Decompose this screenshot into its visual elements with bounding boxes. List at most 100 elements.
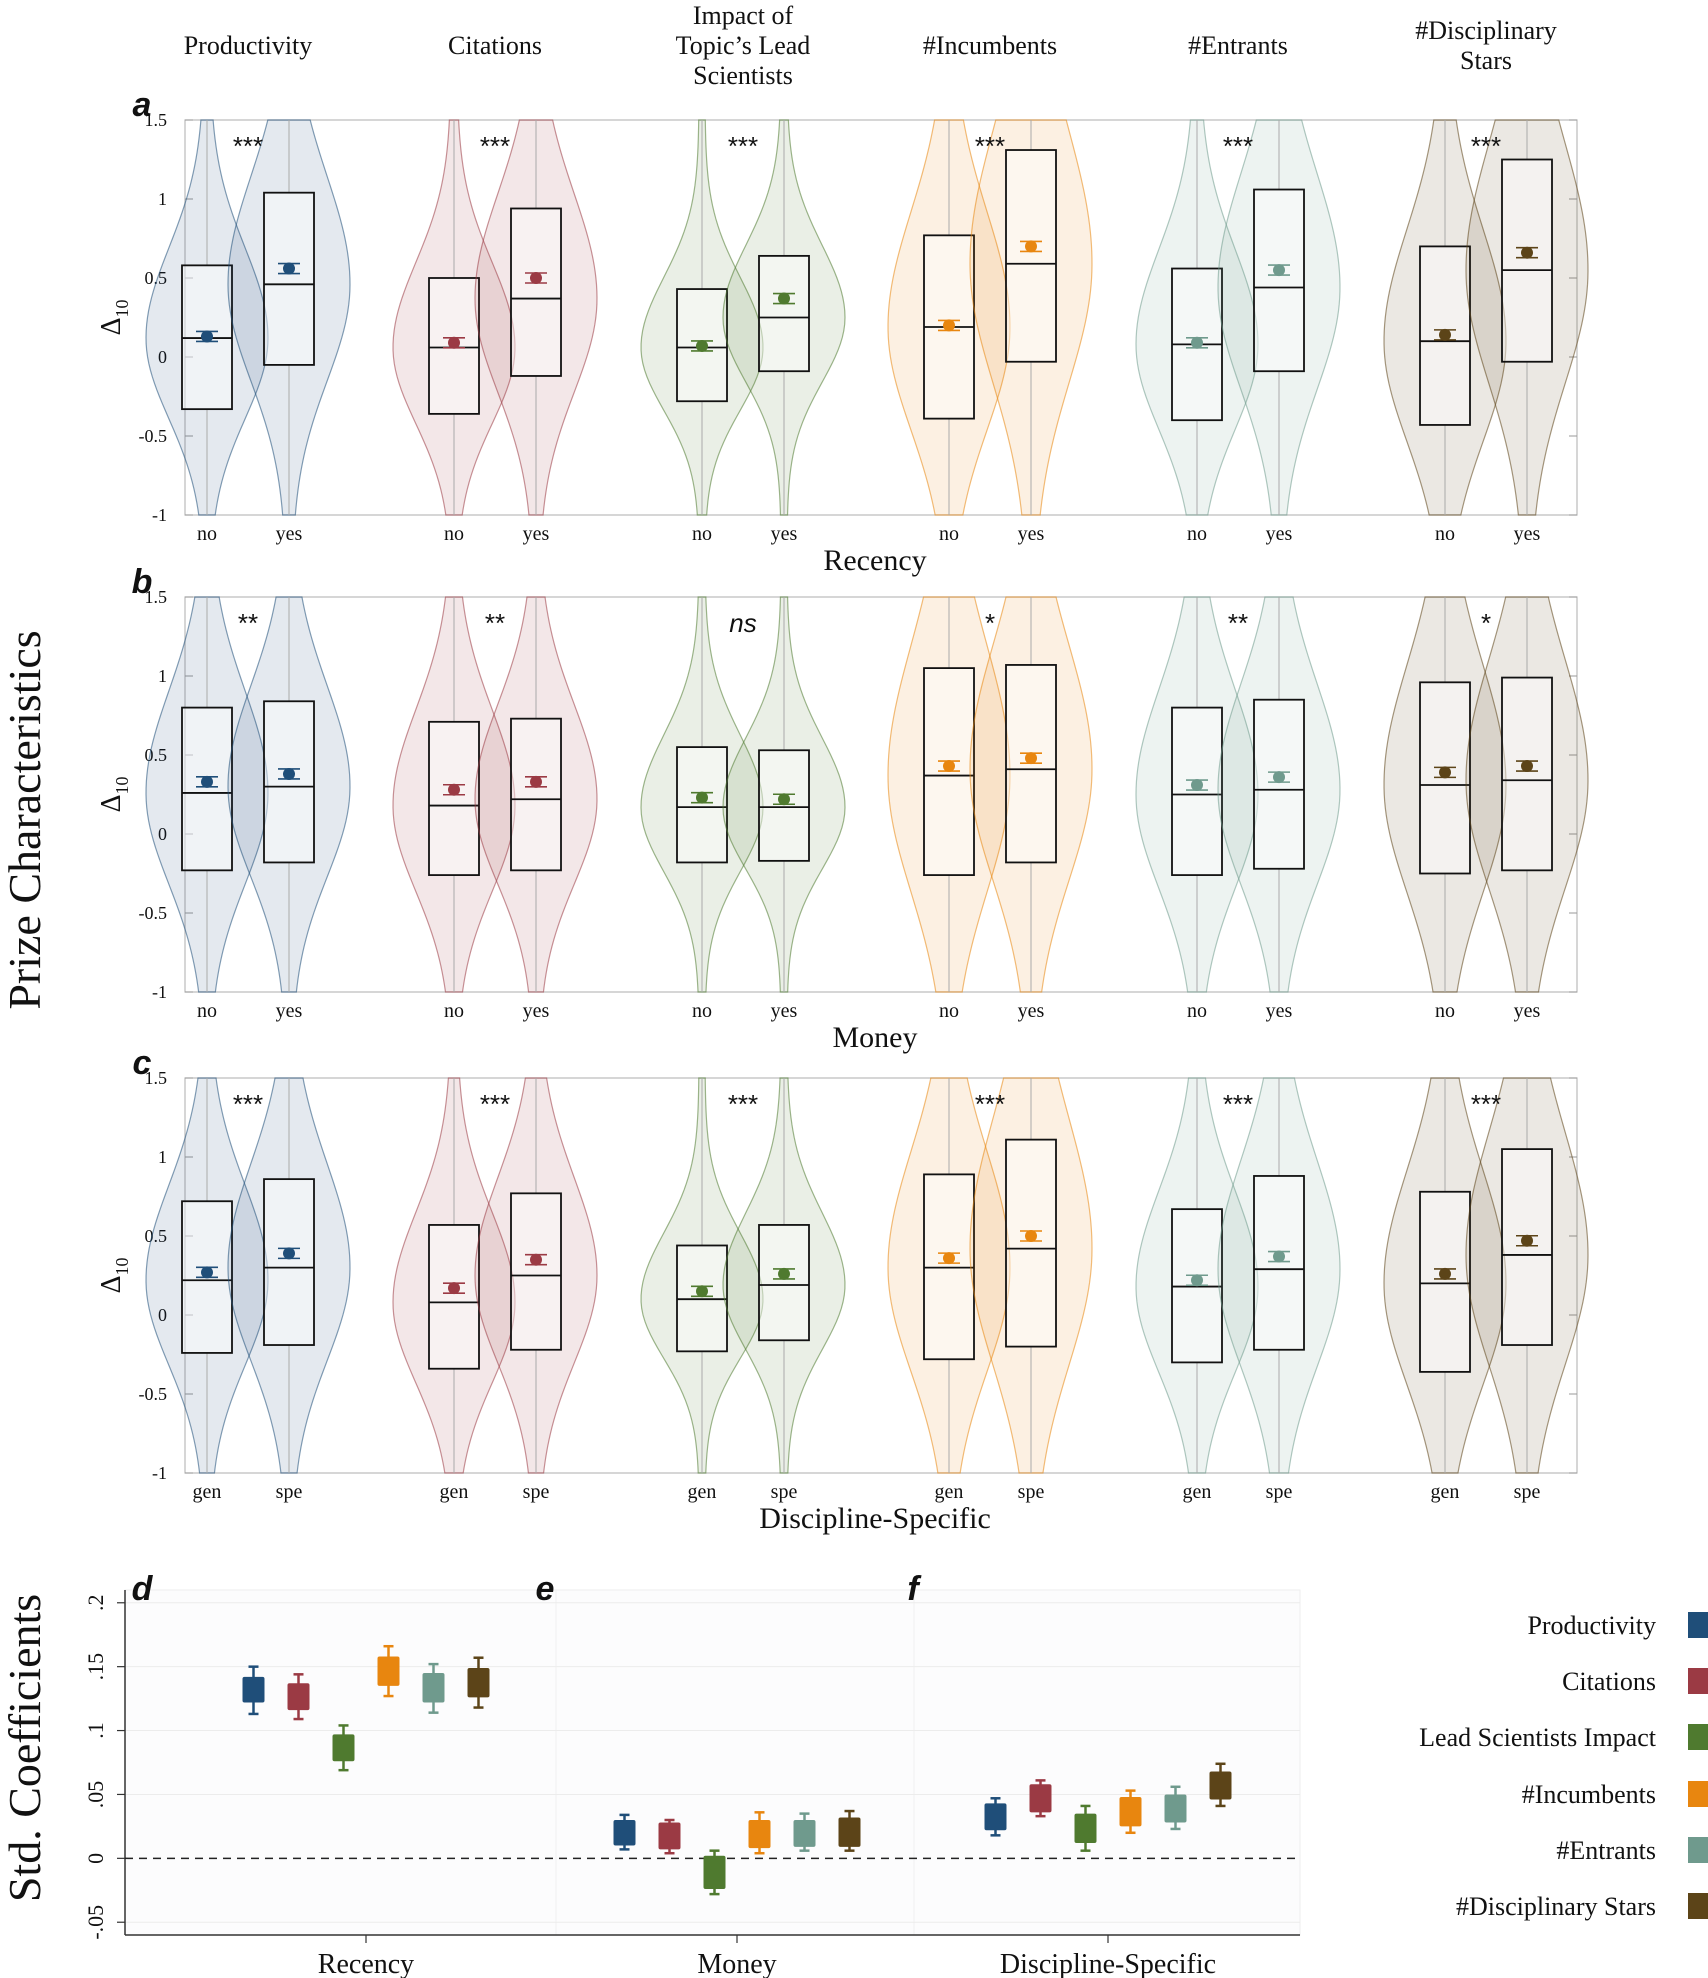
significance-marker: *** [1223, 131, 1253, 161]
significance-marker: ** [1228, 608, 1248, 638]
iqr-box [1253, 188, 1305, 373]
mean-point [1025, 752, 1037, 765]
metric-title-5: Stars [1460, 46, 1512, 75]
mean-point [1273, 264, 1285, 277]
legend-label: Productivity [1527, 1611, 1656, 1640]
group-label: yes [276, 1000, 303, 1022]
y-tick-label: -1 [152, 505, 167, 525]
violin-shape [887, 119, 1011, 516]
significance-marker: *** [1223, 1089, 1253, 1119]
mean-point [448, 336, 460, 349]
group-label: no [692, 523, 712, 545]
y-axis-label-sub: 10 [112, 776, 132, 794]
coef-box [1029, 1784, 1052, 1813]
panel-letter-f: f [907, 1570, 922, 1608]
panel-letter: b [132, 563, 153, 601]
violin-shape [640, 119, 764, 516]
iqr-box [1419, 1190, 1471, 1373]
coef-box [377, 1656, 400, 1686]
y-tick-label: -1 [152, 1463, 167, 1483]
significance-marker: ** [485, 608, 505, 638]
group-label: yes [276, 523, 303, 545]
mean-point [778, 1267, 790, 1280]
significance-marker: *** [480, 1089, 510, 1119]
iqr-box [1501, 676, 1553, 872]
iqr-box [923, 667, 975, 876]
coef-box [332, 1734, 355, 1762]
legend-swatch [1688, 1781, 1708, 1807]
panel-letter-d: d [132, 1570, 154, 1608]
group-label: no [444, 1000, 464, 1022]
significance-marker: ** [238, 608, 258, 638]
mean-point [696, 339, 708, 352]
legend-swatch [1688, 1724, 1708, 1750]
y-axis-label: Δ10 [96, 776, 132, 812]
violin-shape [1217, 596, 1341, 993]
iqr-box [758, 254, 810, 373]
coef-box [1164, 1794, 1187, 1823]
mean-point [201, 775, 213, 788]
violin-shape [392, 119, 516, 516]
violin-shape [969, 1077, 1093, 1474]
mean-point [448, 1282, 460, 1295]
violin-shape [1465, 596, 1589, 993]
iqr-box [263, 191, 315, 366]
mean-point [1439, 1267, 1451, 1280]
iqr-box [1005, 1138, 1057, 1348]
iqr-box [1419, 681, 1471, 875]
iqr-box [676, 288, 728, 403]
significance-marker: *** [233, 1089, 263, 1119]
group-label: spe [523, 1481, 550, 1503]
violin-shape [887, 1077, 1011, 1474]
mean-point [696, 791, 708, 804]
group-label: no [939, 1000, 959, 1022]
figure-ylabel-bottom: Std. Coefficients [0, 1594, 50, 1902]
violin-shape [1465, 119, 1589, 516]
y-tick-label: 1.5 [145, 587, 168, 607]
violin-shape [969, 596, 1093, 993]
mean-point [943, 1252, 955, 1265]
legend-label: #Entrants [1556, 1836, 1656, 1865]
coef-box [1209, 1771, 1232, 1800]
violin-panel-a: a1.5 1 0.5 0 -0.5 -1 Δ10 Recency no yes *** no yes **… [96, 86, 1589, 577]
coef-box [793, 1820, 816, 1847]
iqr-box [181, 706, 233, 872]
group-label: yes [771, 523, 798, 545]
mean-point [283, 262, 295, 275]
iqr-box [676, 746, 728, 864]
y-axis-label-sub: 10 [112, 1257, 132, 1275]
group-label: no [197, 523, 217, 545]
violin-shape [227, 596, 351, 993]
coefficient-chart: -.05 0 .05 .1 .15 .2 d e f Recency Money Discipline… [83, 1570, 1301, 1978]
group-label: yes [1018, 523, 1045, 545]
panel-letter-e: e [536, 1570, 555, 1608]
mean-point [283, 767, 295, 780]
metric-title-2: Scientists [693, 61, 793, 90]
significance-marker: * [985, 608, 995, 638]
group-label: yes [1266, 523, 1293, 545]
violin-shape [1465, 1077, 1589, 1474]
group-label: yes [1514, 523, 1541, 545]
mean-point [1521, 246, 1533, 259]
violin-shape [392, 1077, 516, 1474]
group-label: gen [935, 1481, 964, 1503]
violin-shape [640, 1077, 764, 1474]
y-tick-label: 0.5 [145, 268, 168, 288]
mean-point [283, 1247, 295, 1260]
legend-swatch [1688, 1837, 1708, 1863]
coefficient-panels: -.05 0 .05 .1 .15 .2 d e f Recency Money Discipline… [83, 1570, 1301, 1978]
violin-shape [1217, 1077, 1341, 1474]
y-tick-label: -.05 [83, 1905, 108, 1940]
y-axis-label-sub: 10 [112, 299, 132, 317]
y-tick-label: 1.5 [145, 1068, 168, 1088]
group-label: yes [523, 1000, 550, 1022]
x-axis-label: Recency [823, 544, 926, 577]
mean-point [448, 783, 460, 796]
iqr-box [263, 700, 315, 864]
mean-point [530, 775, 542, 788]
group-label: spe [1514, 1481, 1541, 1503]
violin-shape [474, 596, 598, 993]
metric-title-2: Impact of [693, 1, 794, 30]
